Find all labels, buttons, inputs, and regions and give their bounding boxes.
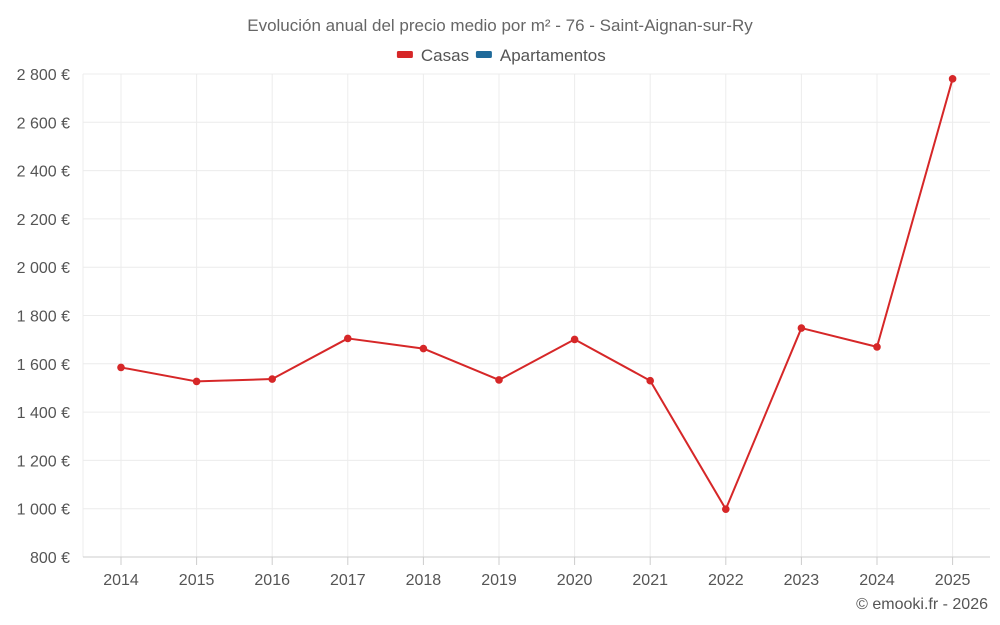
y-tick-label: 1 800 € bbox=[17, 309, 70, 326]
data-point[interactable] bbox=[570, 335, 579, 344]
x-tick-label: 2024 bbox=[859, 572, 895, 589]
series-line-casas bbox=[120, 78, 954, 511]
x-tick-label: 2016 bbox=[254, 572, 290, 589]
x-tick-label: 2025 bbox=[935, 572, 971, 589]
data-point[interactable] bbox=[873, 343, 881, 351]
data-point[interactable] bbox=[646, 376, 654, 385]
legend-item-apartamentos[interactable]: Apartamentos bbox=[475, 46, 606, 65]
x-tick-label: 2023 bbox=[784, 572, 820, 589]
data-point[interactable] bbox=[722, 505, 730, 513]
series-layer bbox=[117, 75, 957, 513]
legend: Casas Apartamentos bbox=[396, 46, 606, 65]
data-point[interactable] bbox=[419, 344, 428, 353]
y-tick-label: 800 € bbox=[30, 550, 70, 567]
x-tick-label: 2020 bbox=[557, 572, 593, 589]
x-tick-label: 2015 bbox=[179, 572, 215, 589]
legend-label: Apartamentos bbox=[500, 46, 606, 65]
data-point[interactable] bbox=[117, 363, 125, 372]
x-tick-label: 2021 bbox=[632, 572, 668, 589]
x-tick-label: 2022 bbox=[708, 572, 744, 589]
y-tick-label: 1 000 € bbox=[17, 502, 70, 519]
legend-item-casas[interactable]: Casas bbox=[396, 46, 469, 65]
data-point[interactable] bbox=[344, 334, 352, 343]
grid bbox=[83, 73, 990, 557]
x-axis: 2014 2015 2016 2017 2018 2019 2020 2021 2022 2023… bbox=[83, 556, 990, 589]
chart-title: Evolución anual del precio medio por m² … bbox=[247, 16, 753, 35]
legend-label: Casas bbox=[421, 46, 469, 65]
y-tick-label: 1 600 € bbox=[17, 357, 70, 374]
data-point[interactable] bbox=[948, 75, 957, 83]
y-tick-label: 2 200 € bbox=[17, 212, 70, 229]
data-point[interactable] bbox=[268, 375, 277, 383]
x-tick-label: 2014 bbox=[103, 572, 139, 589]
y-tick-label: 1 200 € bbox=[17, 453, 70, 470]
y-tick-label: 2 600 € bbox=[17, 115, 70, 132]
x-tick-label: 2018 bbox=[406, 572, 442, 589]
y-tick-label: 2 400 € bbox=[17, 164, 70, 181]
credit-text: © emooki.fr - 2026 bbox=[856, 596, 988, 613]
legend-swatch bbox=[396, 51, 413, 58]
legend-swatch bbox=[475, 51, 492, 58]
y-axis: 800 € 1 000 € 1 200 € 1 400 € 1 600 € 1 800 €… bbox=[17, 67, 84, 567]
data-point[interactable] bbox=[797, 324, 806, 332]
y-tick-label: 2 000 € bbox=[17, 260, 70, 277]
y-tick-label: 2 800 € bbox=[17, 67, 70, 84]
data-point[interactable] bbox=[192, 377, 201, 386]
data-point[interactable] bbox=[495, 376, 503, 384]
x-tick-label: 2017 bbox=[330, 572, 366, 589]
y-tick-label: 1 400 € bbox=[17, 405, 70, 422]
x-tick-label: 2019 bbox=[481, 572, 517, 589]
